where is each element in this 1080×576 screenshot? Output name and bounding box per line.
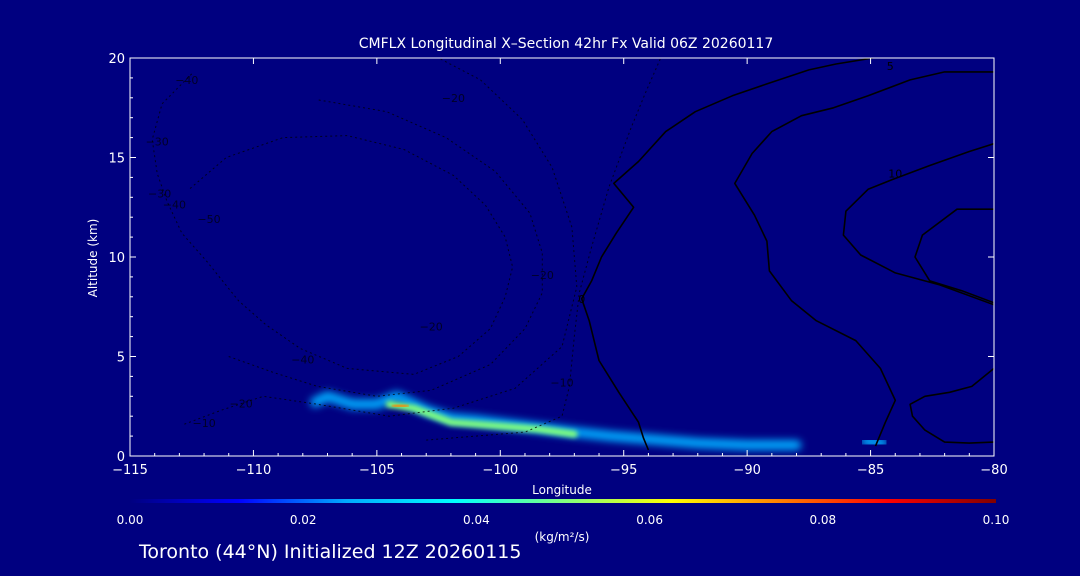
contour-label-8: −20 (442, 92, 465, 105)
flux-band-1 (385, 400, 578, 438)
colorbar-tick-label-3: 0.06 (636, 513, 663, 527)
contour-label-4: −30 (146, 136, 169, 149)
x-axis-label: Longitude (532, 483, 592, 497)
colorbar-tick-label-5: 0.10 (983, 513, 1010, 527)
colorbar-tick-label-4: 0.08 (809, 513, 836, 527)
x-tick-label-1: −110 (236, 463, 272, 478)
contour-label-2: −40 (291, 354, 314, 367)
solid-contour-0 (580, 58, 874, 451)
x-tick-label-0: −115 (112, 463, 148, 478)
x-axis: −115 −110 −105 −100 −95 −90 −85 −80 (112, 58, 1008, 478)
contour-label-0: −10 (192, 417, 215, 430)
x-tick-label-6: −85 (857, 463, 884, 478)
colorbar-ticks: 0.00 0.02 0.04 0.06 0.08 0.10 (117, 513, 1010, 527)
contour-label-9: −20 (531, 269, 554, 282)
contour-label-11: −10 (550, 376, 573, 389)
x-tick-label-5: −90 (733, 463, 760, 478)
contour-label-1: −20 (229, 397, 252, 410)
footer-caption: Toronto (44°N) Initialized 12Z 20260115 (139, 541, 522, 563)
y-axis: 0 5 10 15 20 (108, 52, 994, 465)
dashed-contour-0 (151, 73, 514, 375)
x-tick-label-3: −100 (482, 463, 518, 478)
y-tick-label-4: 20 (108, 52, 125, 67)
x-tick-label-4: −95 (610, 463, 637, 478)
contour-label-13: 5 (887, 60, 894, 73)
shaded-flux-layer (310, 391, 950, 451)
x-tick-label-7: −80 (980, 463, 1007, 478)
solid-contour-3 (914, 208, 994, 304)
colorbar-tick-label-0: 0.00 (117, 513, 144, 527)
contour-label-5: −30 (148, 187, 171, 200)
contour-label-10: −20 (420, 321, 443, 334)
y-tick-label-1: 5 (117, 351, 125, 366)
dashed-contour-2 (184, 58, 578, 425)
flux-band-3 (860, 436, 888, 449)
colorbar-tick-label-2: 0.04 (463, 513, 490, 527)
contour-label-6: −40 (163, 198, 186, 211)
y-axis-label: Altitude (km) (86, 219, 100, 298)
contour-label-7: −50 (197, 213, 220, 226)
y-tick-label-2: 10 (108, 251, 125, 266)
colorbar-unit-label: (kg/m²/s) (535, 530, 590, 544)
contour-layer (151, 58, 994, 451)
dashed-contour-1 (228, 99, 543, 397)
solid-contour-2 (842, 142, 994, 306)
solid-contour-4 (909, 367, 994, 444)
colorbar-tick-label-1: 0.02 (290, 513, 317, 527)
dashed-contour-3 (426, 58, 662, 441)
flux-band-2 (391, 402, 409, 409)
contour-label-12: 0 (578, 293, 585, 306)
y-tick-label-0: 0 (117, 450, 125, 465)
y-tick-label-3: 15 (108, 152, 125, 167)
solid-contour-1 (734, 71, 994, 447)
colorbar (130, 499, 996, 503)
contour-label-14: 10 (888, 167, 902, 180)
contour-label-3: −40 (175, 74, 198, 87)
chart-title: CMFLX Longitudinal X–Section 42hr Fx Val… (359, 36, 773, 52)
x-tick-label-2: −105 (359, 463, 395, 478)
